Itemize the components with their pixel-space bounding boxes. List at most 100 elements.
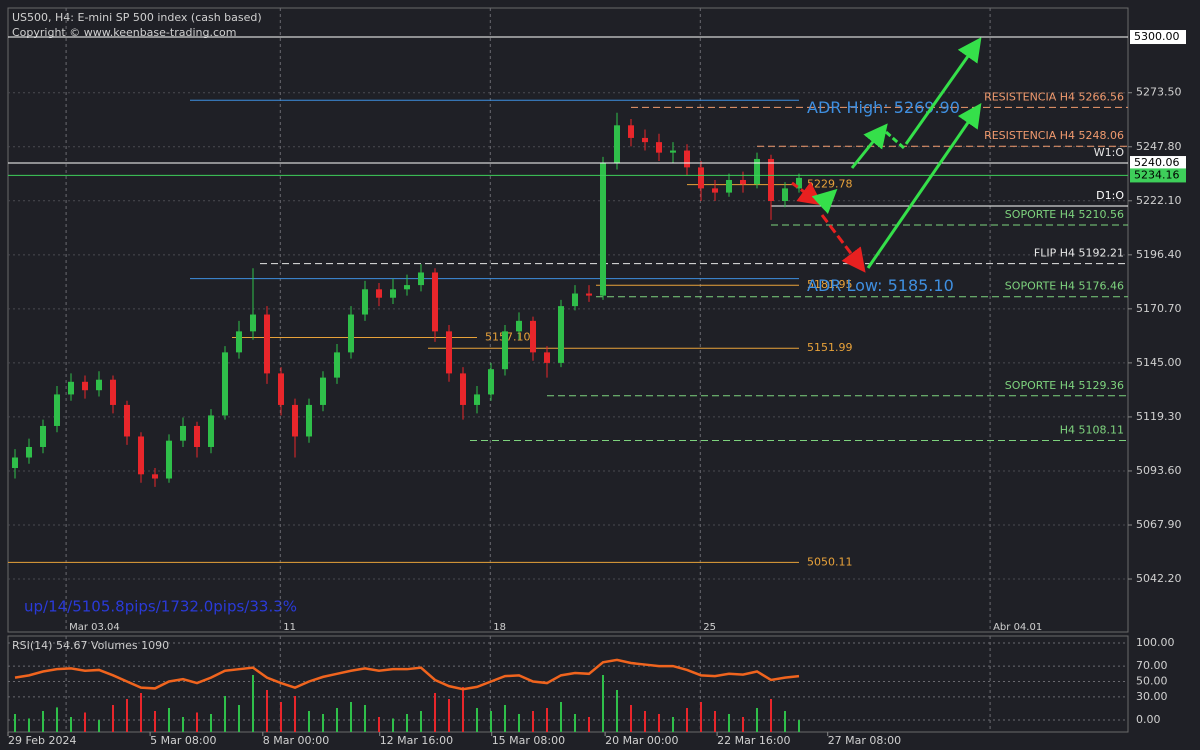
price-tag-label: 5300.00	[1134, 30, 1180, 43]
chart-title: US500, H4: E-mini SP 500 index (cash bas…	[12, 11, 262, 24]
candle-body	[474, 394, 480, 405]
level-label: 5151.99	[807, 341, 853, 354]
candle-body	[670, 150, 676, 153]
candle-body	[292, 404, 298, 437]
price-tag-label: 5234.16	[1134, 168, 1180, 181]
candle-body	[306, 404, 312, 437]
candle-body	[54, 394, 60, 426]
x-tick-label: 20 Mar 00:00	[605, 734, 678, 747]
x-tick-label: 11	[283, 622, 296, 633]
x-tick-label: 8 Mar 00:00	[263, 734, 329, 747]
candle-body	[264, 314, 270, 374]
candle-body	[404, 285, 410, 290]
x-tick-label: 18	[493, 622, 506, 633]
x-tick-label: 5 Mar 08:00	[150, 734, 216, 747]
y-tick-label: 5170.70	[1136, 302, 1182, 315]
candle-body	[460, 373, 466, 405]
y-tick-label: 5119.30	[1136, 410, 1182, 423]
candle-body	[236, 331, 242, 353]
level-label: 5181.95	[807, 278, 853, 291]
y-tick-label: 5247.80	[1136, 140, 1182, 153]
x-tick-label: 29 Feb 2024	[8, 734, 76, 747]
y-tick-label: 30.00	[1136, 690, 1168, 703]
level-label: 5229.78	[807, 178, 853, 191]
indicator-panel	[7, 635, 1129, 733]
arrow	[885, 130, 905, 150]
candle-body	[124, 404, 130, 437]
price-tag	[1130, 156, 1186, 171]
candle-body	[390, 289, 396, 298]
candle-body	[544, 352, 550, 363]
candle-body	[642, 137, 648, 143]
x-tick-label: Abr 04.01	[993, 622, 1042, 633]
candle-body	[740, 179, 746, 185]
candle-body	[152, 474, 158, 479]
y-tick-label: 5042.20	[1136, 572, 1182, 585]
candle-body	[194, 425, 200, 447]
y-tick-label: 5196.40	[1136, 248, 1182, 261]
y-tick-label: 50.00	[1136, 675, 1168, 688]
level-label: ADR High: 5269.90	[807, 98, 960, 117]
indicator-title: RSI(14) 54.67 Volumes 1090	[12, 639, 169, 652]
candle-body	[628, 125, 634, 138]
y-tick-label: 100.00	[1136, 636, 1175, 649]
arrow	[866, 103, 982, 269]
candle-body	[684, 150, 690, 168]
candle-body	[782, 188, 788, 202]
candle-body	[68, 381, 74, 395]
y-tick-label: 5093.60	[1136, 464, 1182, 477]
level-label: RESISTENCIA H4 5266.56	[984, 90, 1124, 103]
copyright: Copyright © www.keenbase-trading.com	[12, 26, 236, 39]
candle-body	[530, 320, 536, 353]
x-tick-label: 27 Mar 08:00	[828, 734, 901, 747]
arrow	[850, 123, 888, 169]
projection-arrows	[791, 37, 982, 273]
candle-body	[376, 289, 382, 298]
arrow	[811, 188, 838, 215]
level-label: FLIP H4 5192.21	[1034, 247, 1124, 260]
candle-body	[446, 331, 452, 374]
candle-body	[488, 369, 494, 395]
rsi-line	[14, 658, 800, 691]
candle-body	[656, 142, 662, 153]
level-label: RESISTENCIA H4 5248.06	[984, 129, 1124, 142]
candle-body	[586, 293, 592, 296]
level-label: H4 5108.11	[1060, 423, 1124, 436]
level-label: 5050.11	[807, 555, 853, 568]
main-panel	[7, 7, 1129, 633]
price-tag-label: 5240.06	[1134, 156, 1180, 169]
level-label: SOPORTE H4 5176.46	[1005, 280, 1124, 293]
y-tick-label: 70.00	[1136, 659, 1168, 672]
candle-body	[432, 272, 438, 332]
candle-body	[12, 457, 18, 469]
price-tag	[1130, 30, 1186, 45]
candle-body	[768, 158, 774, 202]
stats: up/14/5105.8pips/1732.0pips/33.3%	[24, 598, 297, 616]
arrow	[904, 37, 982, 145]
x-tick-label: 12 Mar 16:00	[380, 734, 453, 747]
candle-body	[362, 289, 368, 315]
x-tick-label: 15 Mar 08:00	[492, 734, 565, 747]
candle-body	[754, 158, 760, 185]
candle-body	[348, 314, 354, 353]
candle-body	[250, 314, 256, 332]
level-label: D1:O	[1096, 189, 1124, 202]
y-tick-label: 0.00	[1136, 713, 1161, 726]
candle-body	[600, 163, 606, 296]
candle-body	[502, 331, 508, 370]
candle-body	[418, 272, 424, 286]
candle-body	[208, 415, 214, 447]
candle-body	[222, 352, 228, 416]
price-tag	[1130, 168, 1186, 183]
candle-body	[320, 377, 326, 405]
x-tick-label: 22 Mar 16:00	[717, 734, 790, 747]
candle-body	[138, 436, 144, 475]
candle-body	[334, 352, 340, 378]
y-tick-label: 5067.90	[1136, 518, 1182, 531]
candle-body	[726, 179, 732, 193]
candle-body	[278, 373, 284, 405]
candle-body	[614, 125, 620, 164]
candle-body	[166, 440, 172, 479]
